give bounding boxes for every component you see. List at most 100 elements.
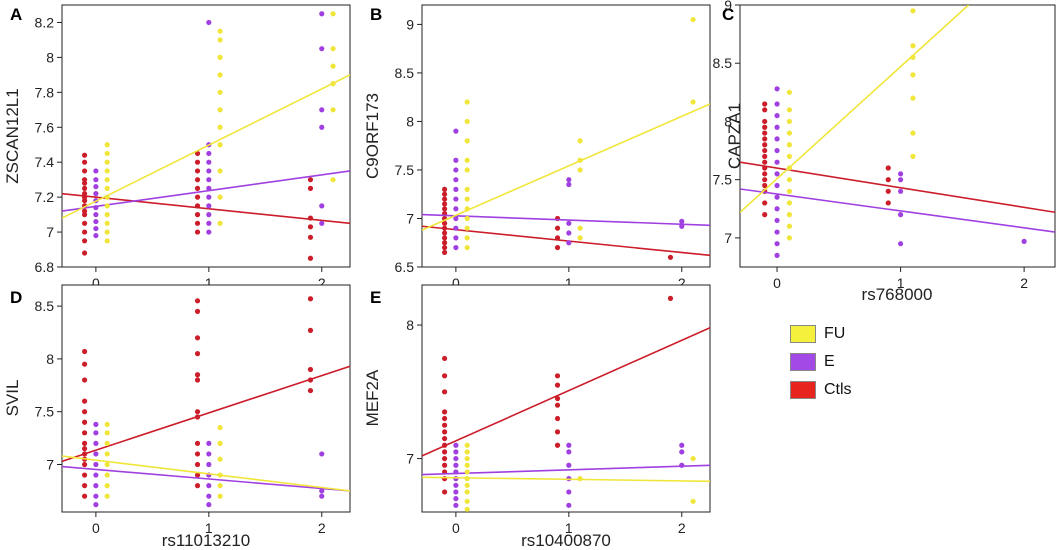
data-point	[93, 430, 99, 436]
y-tick-label: 7	[406, 451, 414, 467]
data-point	[577, 235, 583, 241]
data-point	[464, 244, 470, 251]
data-point	[93, 461, 99, 468]
x-axis-label: rs768000	[862, 285, 933, 304]
y-tick-label: 7.4	[35, 154, 55, 170]
data-point	[441, 240, 448, 246]
data-point	[464, 157, 470, 163]
y-tick-label: 8	[46, 49, 54, 65]
data-point	[762, 182, 768, 189]
data-point	[217, 37, 223, 43]
legend-label-fu: FU	[824, 325, 846, 342]
trend-line	[62, 365, 350, 463]
plot-frame	[421, 284, 711, 513]
data-point	[307, 224, 314, 230]
data-point	[453, 177, 459, 183]
trend-line	[62, 465, 350, 492]
data-point	[774, 206, 780, 212]
series-e	[62, 11, 350, 239]
data-point	[441, 489, 448, 495]
data-point	[81, 208, 88, 214]
data-point	[104, 150, 110, 157]
data-point	[441, 196, 448, 202]
data-point	[554, 225, 561, 231]
data-point	[566, 240, 572, 246]
data-point	[441, 409, 448, 415]
plot-frame	[739, 4, 1056, 268]
legend-item-e: E	[790, 350, 852, 374]
data-point	[566, 502, 572, 508]
y-tick-label: 7.8	[35, 84, 55, 100]
data-point	[81, 409, 88, 415]
data-point	[104, 493, 110, 499]
data-point	[690, 16, 696, 23]
data-point	[910, 8, 916, 14]
legend-swatch-e	[790, 353, 816, 371]
panel-letter: B	[370, 5, 382, 24]
data-point	[319, 493, 325, 499]
plot-area	[422, 295, 710, 512]
data-point	[453, 215, 459, 222]
data-point	[762, 147, 768, 154]
data-point	[885, 188, 891, 194]
data-point	[690, 455, 696, 462]
data-point	[81, 348, 88, 355]
data-point	[81, 377, 88, 383]
y-tick-label: 8.5	[395, 65, 415, 81]
data-point	[786, 235, 793, 241]
data-point	[81, 483, 88, 489]
data-point	[464, 449, 470, 455]
data-point	[206, 440, 212, 446]
data-point	[453, 502, 459, 508]
data-point	[81, 191, 88, 197]
data-point	[104, 430, 110, 436]
y-tick-label: 7.6	[35, 119, 55, 135]
series-fu	[62, 11, 350, 244]
data-point	[690, 498, 696, 504]
data-point	[206, 19, 212, 26]
data-point	[441, 422, 448, 428]
data-point	[330, 63, 336, 69]
data-point	[81, 238, 88, 244]
trend-line	[62, 74, 350, 219]
data-point	[566, 220, 572, 226]
data-point	[81, 152, 88, 158]
data-point	[453, 186, 459, 192]
data-point	[577, 476, 583, 482]
data-point	[104, 472, 110, 478]
data-point	[330, 11, 336, 17]
data-point	[453, 462, 459, 468]
data-point	[453, 449, 459, 455]
data-point	[786, 153, 793, 159]
trend-line	[422, 213, 710, 227]
data-point	[464, 138, 470, 144]
y-tick-label: 8	[406, 113, 414, 129]
data-point	[453, 235, 459, 241]
data-point	[774, 252, 780, 258]
data-point	[104, 159, 110, 165]
data-point	[319, 124, 325, 130]
x-tick-label: 0	[452, 520, 460, 536]
data-point	[786, 200, 793, 206]
data-point	[93, 421, 99, 427]
data-point	[81, 472, 88, 478]
data-point	[441, 429, 448, 435]
x-tick-label: 0	[92, 520, 100, 536]
legend-item-ctls: Ctls	[790, 378, 852, 402]
trend-line	[740, 161, 1055, 214]
data-point	[206, 502, 212, 508]
y-tick-label: 7	[46, 456, 54, 472]
data-point	[554, 442, 561, 448]
data-point	[762, 130, 768, 136]
data-point	[897, 241, 904, 247]
data-point	[330, 177, 336, 183]
data-point	[194, 177, 201, 183]
data-point	[774, 113, 780, 119]
data-point	[217, 168, 223, 174]
data-point	[441, 435, 448, 442]
data-point	[194, 461, 201, 468]
data-point	[104, 483, 110, 489]
data-point	[93, 177, 99, 183]
data-point	[194, 220, 201, 226]
data-point	[453, 225, 459, 231]
